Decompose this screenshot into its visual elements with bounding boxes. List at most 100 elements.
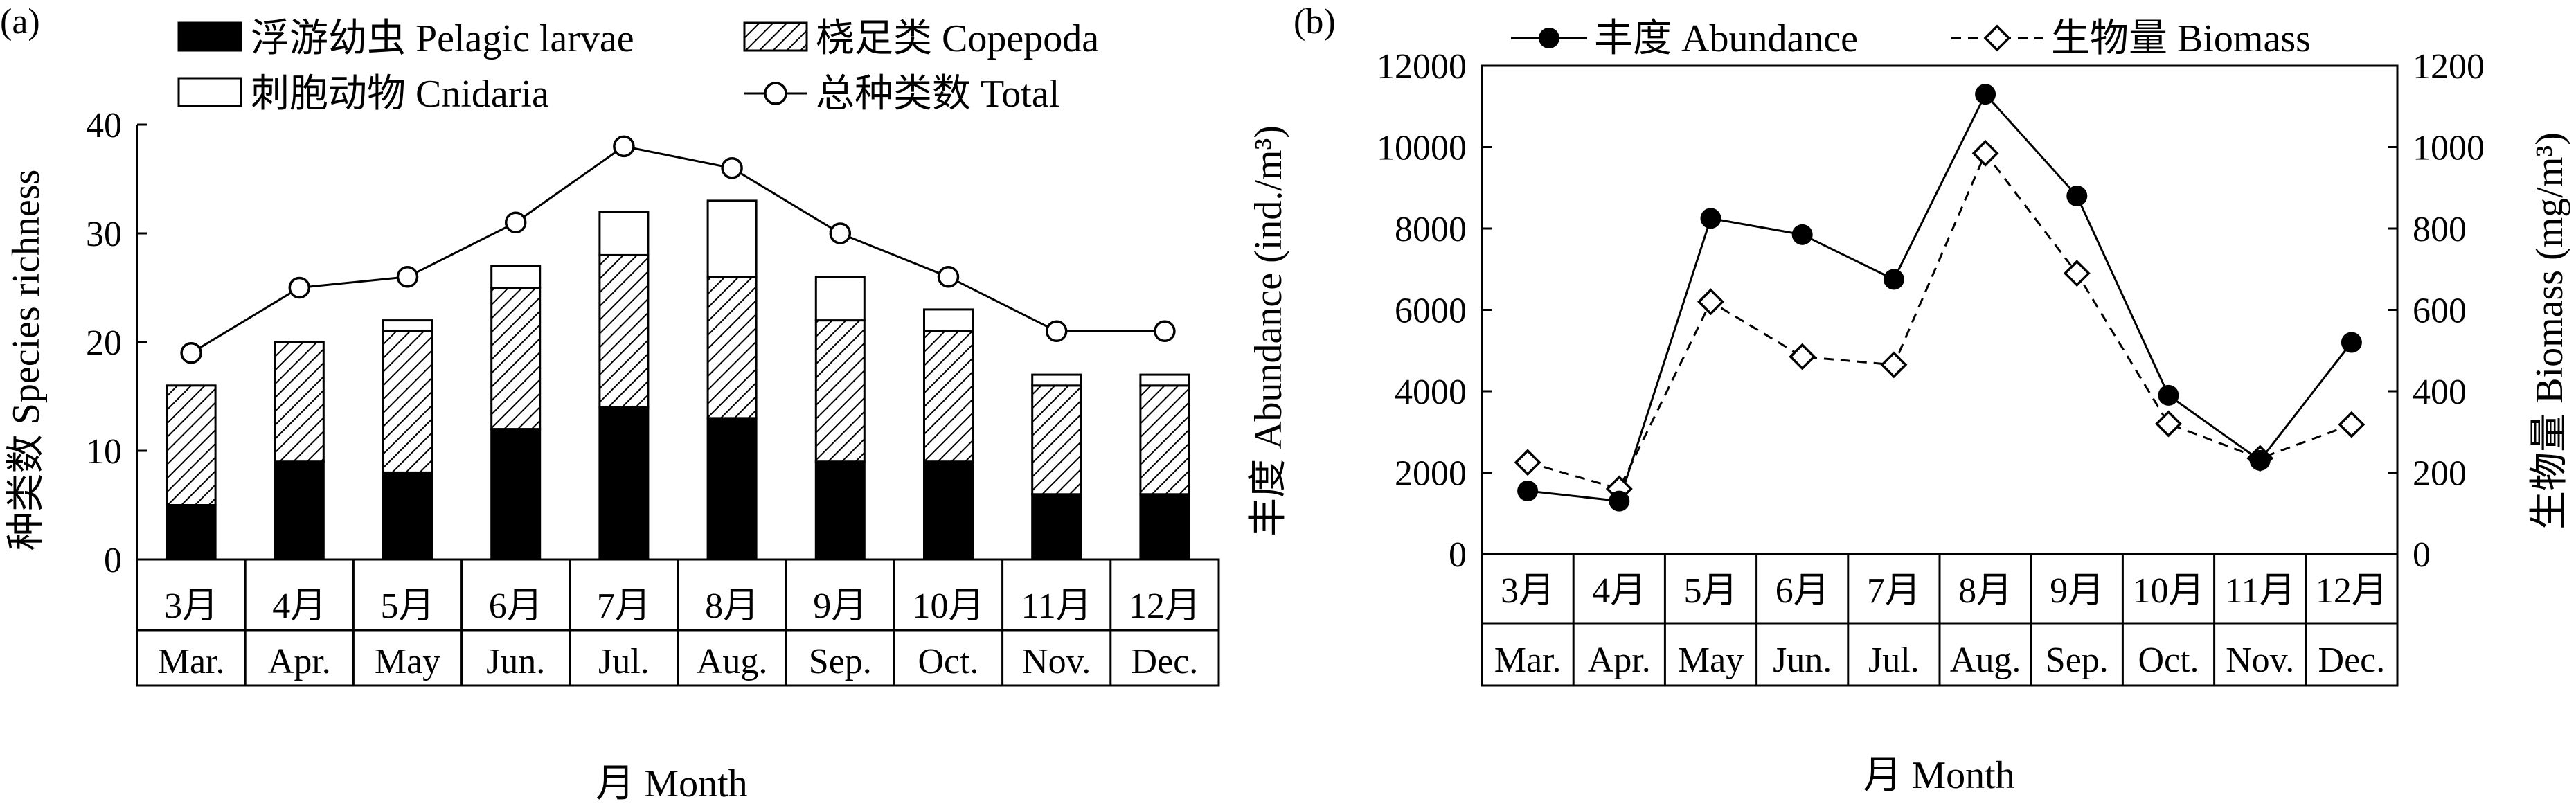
bar-cnidaria-nov xyxy=(1031,373,1082,387)
bar-copepoda-jun xyxy=(490,287,542,431)
panel-b-x-tick-label-cn: 7月 xyxy=(1867,571,1921,611)
bar-pelagic-larvae-may xyxy=(382,471,433,561)
panel-a-x-tick-label-cn: 4月 xyxy=(272,586,326,626)
panel-b-x-tick-label-cn: 11月 xyxy=(2225,571,2296,611)
panel-a-legend: 浮游幼虫 Pelagic larvae 桡足类 Copepoda 刺胞动物 Cn… xyxy=(177,17,1099,116)
biomass-point-may xyxy=(1697,288,1724,316)
bar-pelagic-larvae-apr xyxy=(274,460,325,561)
panel-b-x-tick-label-en: May xyxy=(1678,641,1744,680)
total-series-line xyxy=(190,145,1165,354)
legend-label-cnidaria: 刺胞动物 Cnidaria xyxy=(251,73,549,116)
panel-b-x-tick-label-cn: 4月 xyxy=(1592,571,1646,611)
legend-marker-abundance xyxy=(1539,28,1559,48)
legend-swatch-cnidaria xyxy=(177,77,242,107)
panel-a-tick-labels: 0 10 20 30 40 3月 Mar. 4月 Apr. 5月 May 6月 Jun. 7月 Jul. 8月… xyxy=(86,106,1201,681)
bar-copepoda-nov xyxy=(1031,384,1082,496)
bar-pelagic-larvae-oct xyxy=(923,460,974,561)
panel-b-x-tick-label-en: Jul. xyxy=(1868,641,1920,680)
panel-a-x-tick-label-en: Nov. xyxy=(1022,642,1091,681)
panel-b-x-tick-label-cn: 12月 xyxy=(2316,571,2388,611)
panel-a-x-tick-label-en: May xyxy=(375,642,440,681)
total-point-sep xyxy=(829,222,852,244)
panel-b-right-y-tick-label: 200 xyxy=(2413,454,2467,494)
bar-pelagic-larvae-jun xyxy=(490,428,542,561)
panel-b-left-y-tick-label: 0 xyxy=(1449,535,1467,575)
panel-a-y-tick-label: 40 xyxy=(86,106,122,145)
total-point-jul xyxy=(613,135,635,158)
panel-b-x-tick-label-en: Dec. xyxy=(2318,641,2386,680)
panel-a-y-tick-label: 0 xyxy=(104,541,122,580)
panel-a: (a) 浮游幼虫 Pelagic larvae 桡足类 Copepoda 刺胞动… xyxy=(0,2,1220,805)
panel-b-right-y-tick-label: 1000 xyxy=(2413,129,2485,168)
panel-b-left-y-tick-label: 12000 xyxy=(1377,47,1467,87)
panel-b-right-y-tick-label: 1200 xyxy=(2413,47,2485,87)
abundance-point-aug xyxy=(1975,84,1996,105)
total-point-dec xyxy=(1154,320,1176,343)
total-point-oct xyxy=(937,266,960,288)
biomass-point-dec xyxy=(2338,411,2365,438)
panel-b-x-tick-label-en: Sep. xyxy=(2046,641,2109,680)
biomass-point-oct xyxy=(2155,410,2182,438)
panel-b-x-tick-label-en: Nov. xyxy=(2226,641,2294,680)
bar-cnidaria-jun xyxy=(490,265,542,289)
panel-a-x-tick-label-cn: 9月 xyxy=(813,586,867,626)
panel-b-left-y-tick-label: 10000 xyxy=(1377,129,1467,168)
panel-b-x-tick-label-cn: 10月 xyxy=(2132,571,2204,611)
panel-b-right-y-tick-label: 800 xyxy=(2413,210,2467,249)
bar-copepoda-oct xyxy=(923,330,974,463)
panel-a-x-tick-label-cn: 11月 xyxy=(1021,586,1092,626)
panel-b-x-tick-label-en: Aug. xyxy=(1950,641,2021,680)
panel-b-tick-labels: 0 2000 4000 6000 8000 10000 12000 0 200 400 600 800… xyxy=(1377,47,2485,680)
bar-copepoda-dec xyxy=(1139,384,1190,496)
panel-a-x-tick-label-cn: 10月 xyxy=(912,586,984,626)
panel-a-y-axis-label: 种类数 Species richness xyxy=(5,170,48,551)
abundance-point-may xyxy=(1700,208,1721,229)
total-point-apr xyxy=(288,276,311,299)
panel-b: (b) 丰度 Abundance 生物量 Biomass 丰度 Abundanc… xyxy=(1247,2,2571,797)
legend-marker-biomass xyxy=(1983,24,2011,52)
bar-pelagic-larvae-mar xyxy=(166,504,217,561)
panel-b-left-y-tick-label: 2000 xyxy=(1395,454,1467,494)
panel-b-x-tick-label-en: Jun. xyxy=(1773,641,1832,680)
abundance-point-oct xyxy=(2158,384,2179,406)
total-point-may xyxy=(396,266,419,288)
total-point-nov xyxy=(1045,320,1068,343)
panel-a-x-tick-label-en: Dec. xyxy=(1132,642,1199,681)
bar-cnidaria-dec xyxy=(1139,373,1190,387)
biomass-point-jun xyxy=(1789,343,1816,370)
panel-a-label: (a) xyxy=(0,2,40,42)
bar-pelagic-larvae-aug xyxy=(706,417,758,561)
total-point-mar xyxy=(180,341,202,364)
bar-copepoda-sep xyxy=(814,319,866,463)
panel-b-right-y-axis-label: 生物量 Biomass (mg/m³) xyxy=(2528,132,2571,530)
bar-copepoda-aug xyxy=(706,276,758,420)
bar-pelagic-larvae-nov xyxy=(1031,493,1082,561)
panel-a-x-tick-label-cn: 5月 xyxy=(380,586,434,626)
bar-copepoda-may xyxy=(382,330,433,474)
panel-a-x-tick-label-en: Jun. xyxy=(486,642,545,681)
panel-a-x-tick-label-cn: 7月 xyxy=(597,586,651,626)
panel-a-x-tick-label-en: Jul. xyxy=(598,642,650,681)
panel-b-lines xyxy=(1514,84,2365,512)
panel-b-x-tick-label-cn: 3月 xyxy=(1501,571,1555,611)
panel-a-y-tick-label: 20 xyxy=(86,323,122,363)
panel-a-x-tick-label-cn: 6月 xyxy=(489,586,543,626)
legend-label-pelagic-larvae: 浮游幼虫 Pelagic larvae xyxy=(251,17,634,60)
panel-a-x-tick-label-en: Apr. xyxy=(268,642,331,681)
bar-pelagic-larvae-dec xyxy=(1139,493,1190,561)
panel-a-x-tick-label-en: Mar. xyxy=(158,642,225,681)
abundance-point-nov xyxy=(2249,449,2271,471)
panel-a-x-tick-label-en: Oct. xyxy=(918,642,978,681)
panel-b-x-axis-label: 月 Month xyxy=(1863,754,2014,797)
panel-b-x-tick-label-cn: 9月 xyxy=(2050,571,2104,611)
bar-copepoda-mar xyxy=(166,384,217,506)
panel-b-left-y-tick-label: 6000 xyxy=(1395,292,1467,331)
abundance-point-mar xyxy=(1517,480,1539,501)
panel-a-x-tick-label-cn: 3月 xyxy=(164,586,218,626)
bar-pelagic-larvae-sep xyxy=(814,460,866,561)
bar-cnidaria-aug xyxy=(706,199,758,278)
panel-a-total-line xyxy=(180,135,1176,364)
biomass-point-aug xyxy=(1971,139,1999,167)
panel-b-x-tick-label-en: Oct. xyxy=(2138,641,2199,680)
